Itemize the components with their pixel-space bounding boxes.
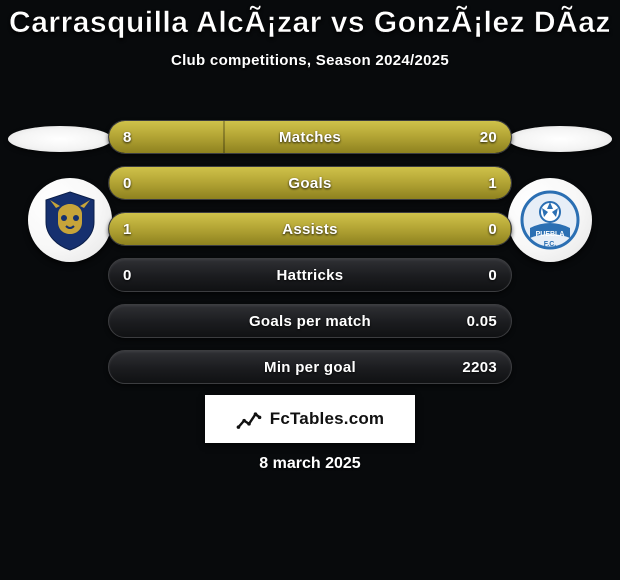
- stat-value-right: 0.05: [467, 305, 497, 337]
- stat-label: Hattricks: [109, 259, 511, 291]
- stat-value-left: 8: [123, 121, 132, 153]
- stat-value-right: 0: [488, 213, 497, 245]
- stat-value-right: 0: [488, 259, 497, 291]
- stat-row: Min per goal2203: [108, 350, 512, 384]
- svg-text:F.C.: F.C.: [544, 241, 557, 248]
- stat-label: Matches: [109, 121, 511, 153]
- stat-label: Goals per match: [109, 305, 511, 337]
- stat-value-left: 0: [123, 259, 132, 291]
- stat-value-left: 0: [123, 167, 132, 199]
- stat-value-right: 20: [480, 121, 497, 153]
- stat-row: Goals per match0.05: [108, 304, 512, 338]
- pumas-icon: [38, 188, 102, 252]
- svg-text:PUEBLA: PUEBLA: [536, 231, 565, 238]
- stat-row: Goals0 1: [108, 166, 512, 200]
- brand-badge: FcTables.com: [205, 395, 415, 443]
- club-crest-left: [28, 178, 112, 262]
- stat-row: Matches8 20: [108, 120, 512, 154]
- footer-date: 8 march 2025: [0, 455, 620, 473]
- stat-label: Min per goal: [109, 351, 511, 383]
- season-subtitle: Club competitions, Season 2024/2025: [0, 52, 620, 69]
- stat-label: Goals: [109, 167, 511, 199]
- puebla-icon: PUEBLA F.C.: [518, 188, 582, 252]
- stat-row: Assists1 0: [108, 212, 512, 246]
- fctables-icon: [236, 406, 262, 432]
- page-title: Carrasquilla AlcÃ¡zar vs GonzÃ¡lez DÃaz: [0, 6, 620, 40]
- player-marker-right: [508, 126, 612, 152]
- stats-list: Matches820Goals01Assists10Hattricks00Goa…: [108, 120, 512, 396]
- stat-row: Hattricks0 0: [108, 258, 512, 292]
- brand-text: FcTables.com: [270, 409, 385, 429]
- comparison-card: Carrasquilla AlcÃ¡zar vs GonzÃ¡lez DÃaz …: [0, 0, 620, 580]
- player-marker-left: [8, 126, 112, 152]
- stat-value-left: 1: [123, 213, 132, 245]
- club-crest-right: PUEBLA F.C.: [508, 178, 592, 262]
- stat-value-right: 2203: [462, 351, 497, 383]
- stat-value-right: 1: [488, 167, 497, 199]
- stat-label: Assists: [109, 213, 511, 245]
